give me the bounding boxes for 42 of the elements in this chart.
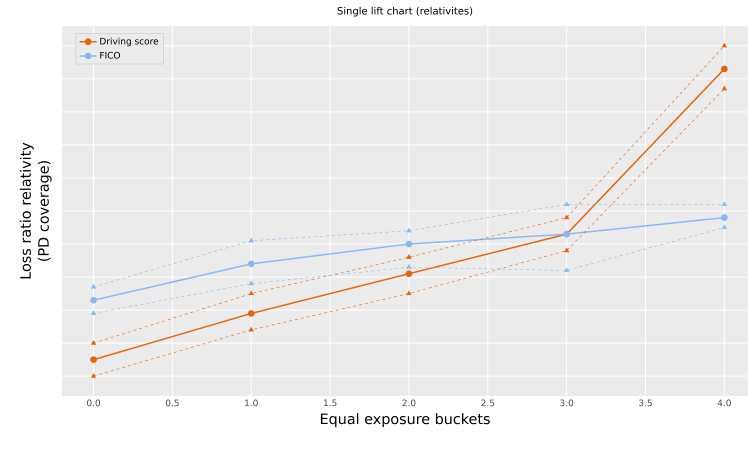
- point: [90, 296, 97, 304]
- point: [248, 238, 254, 242]
- point: [564, 202, 570, 206]
- point: [248, 310, 255, 317]
- legend-label: Driving score: [100, 38, 158, 46]
- point: [722, 224, 727, 230]
- x-tick-label: 0.5: [166, 400, 179, 406]
- x-tick-label: 4.0: [718, 400, 731, 406]
- point: [406, 228, 412, 232]
- point: [248, 290, 254, 296]
- point: [721, 66, 728, 72]
- point: [248, 327, 254, 332]
- point: [722, 202, 727, 206]
- x-tick-label: 0.0: [87, 400, 100, 406]
- point: [248, 260, 255, 268]
- point: [248, 280, 254, 286]
- x-axis-title: Equal exposure buckets: [320, 413, 490, 428]
- x-tick-label: 2.0: [402, 400, 416, 406]
- point: [721, 214, 728, 221]
- point: [564, 214, 570, 220]
- point: [406, 264, 412, 269]
- point: [406, 290, 412, 296]
- point: [722, 86, 727, 90]
- point: [564, 248, 570, 252]
- chart-title: Single lift chart (relativites): [338, 6, 472, 17]
- point: [90, 310, 96, 316]
- point: [406, 270, 412, 278]
- point: [90, 373, 96, 378]
- point: [90, 340, 96, 345]
- point: [406, 254, 412, 259]
- y-axis-title: Loss ratio relativity (PD coverage): [20, 142, 52, 278]
- x-tick-label: 3.5: [639, 400, 652, 406]
- point: [90, 356, 97, 363]
- point: [90, 284, 96, 289]
- legend-label: FICO: [100, 52, 120, 59]
- point: [406, 240, 412, 248]
- x-tick-label: 2.5: [481, 400, 494, 406]
- point: [722, 42, 727, 48]
- x-tick-label: 1.5: [324, 400, 336, 406]
- x-tick-label: 1.0: [245, 400, 258, 406]
- point: [564, 268, 570, 272]
- x-tick-label: 3.0: [560, 400, 574, 406]
